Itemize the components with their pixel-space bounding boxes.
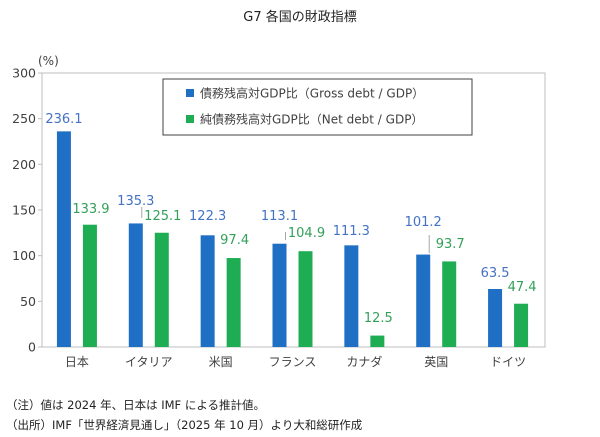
x-tick-label: 英国 — [424, 355, 448, 369]
y-tick-label: 150 — [12, 203, 36, 218]
data-label-net-debt: 97.4 — [220, 233, 249, 248]
y-tick-label: 250 — [12, 111, 36, 126]
bar-gross-debt — [128, 223, 143, 347]
chart-axes: 0 50 100 150 200 250 300(%) 日本 イタリア 米国 フランス カナダ 英国 ドイ… — [12, 54, 546, 369]
footnote: （注）値は 2024 年、日本は IMF による推計値。 — [6, 398, 265, 412]
y-tick-label: 200 — [12, 157, 36, 172]
source-note: （出所）IMF「世界経済見通し」（2025 年 10 月）より大和総研作成 — [6, 418, 363, 432]
bar-net-debt — [442, 261, 457, 347]
data-label-gross-debt: 122.3 — [189, 209, 226, 224]
bar-net-debt — [370, 335, 385, 347]
y-axis-unit-label: (%) — [38, 54, 59, 68]
bar-net-debt — [514, 303, 529, 347]
x-tick-label: ドイツ — [490, 355, 526, 369]
bar-gross-debt — [488, 289, 503, 347]
bar-gross-debt — [344, 245, 359, 347]
y-tick-label: 300 — [12, 66, 36, 81]
legend-swatch — [186, 89, 194, 97]
data-label-net-debt: 133.9 — [72, 202, 109, 217]
x-tick-label: カナダ — [346, 354, 382, 369]
data-label-gross-debt: 135.3 — [117, 194, 154, 209]
bar-gross-debt — [200, 235, 215, 347]
data-label-gross-debt: 236.1 — [45, 112, 82, 127]
bar-gross-debt — [56, 131, 71, 347]
data-label-gross-debt: 111.3 — [333, 224, 370, 239]
x-tick-label: イタリア — [125, 355, 173, 369]
data-label-gross-debt: 101.2 — [405, 215, 442, 230]
legend-box — [162, 78, 473, 136]
data-label-net-debt: 125.1 — [144, 209, 181, 224]
legend-swatch — [186, 115, 194, 123]
chart-legend: 債務残高対GDP比（Gross debt / GDP） 純債務残高対GDP比（Ne… — [162, 78, 473, 136]
bar-gross-debt — [272, 243, 287, 347]
y-tick-label: 50 — [20, 294, 36, 309]
data-label-net-debt: 47.4 — [508, 280, 537, 295]
y-tick-label: 0 — [28, 340, 36, 355]
bar-net-debt — [82, 224, 97, 347]
bar-gross-debt — [416, 254, 431, 347]
bar-net-debt — [226, 258, 241, 347]
legend-entry: 債務残高対GDP比（Gross debt / GDP） — [200, 86, 424, 101]
chart-title: G7 各国の財政指標 — [243, 10, 357, 25]
chart-bars — [56, 131, 529, 347]
x-tick-label: 日本 — [65, 355, 89, 369]
x-tick-label: フランス — [269, 355, 317, 369]
bar-net-debt — [154, 232, 169, 347]
legend-entry: 純債務残高対GDP比（Net debt / GDP） — [200, 112, 423, 127]
y-tick-label: 100 — [12, 248, 36, 263]
data-label-net-debt: 12.5 — [364, 311, 393, 326]
data-label-gross-debt: 63.5 — [481, 266, 510, 281]
data-label-net-debt: 104.9 — [288, 226, 325, 241]
data-label-gross-debt: 113.1 — [261, 209, 298, 224]
bar-net-debt — [298, 251, 313, 347]
x-tick-label: 米国 — [209, 355, 233, 369]
data-label-net-debt: 93.7 — [436, 237, 465, 252]
